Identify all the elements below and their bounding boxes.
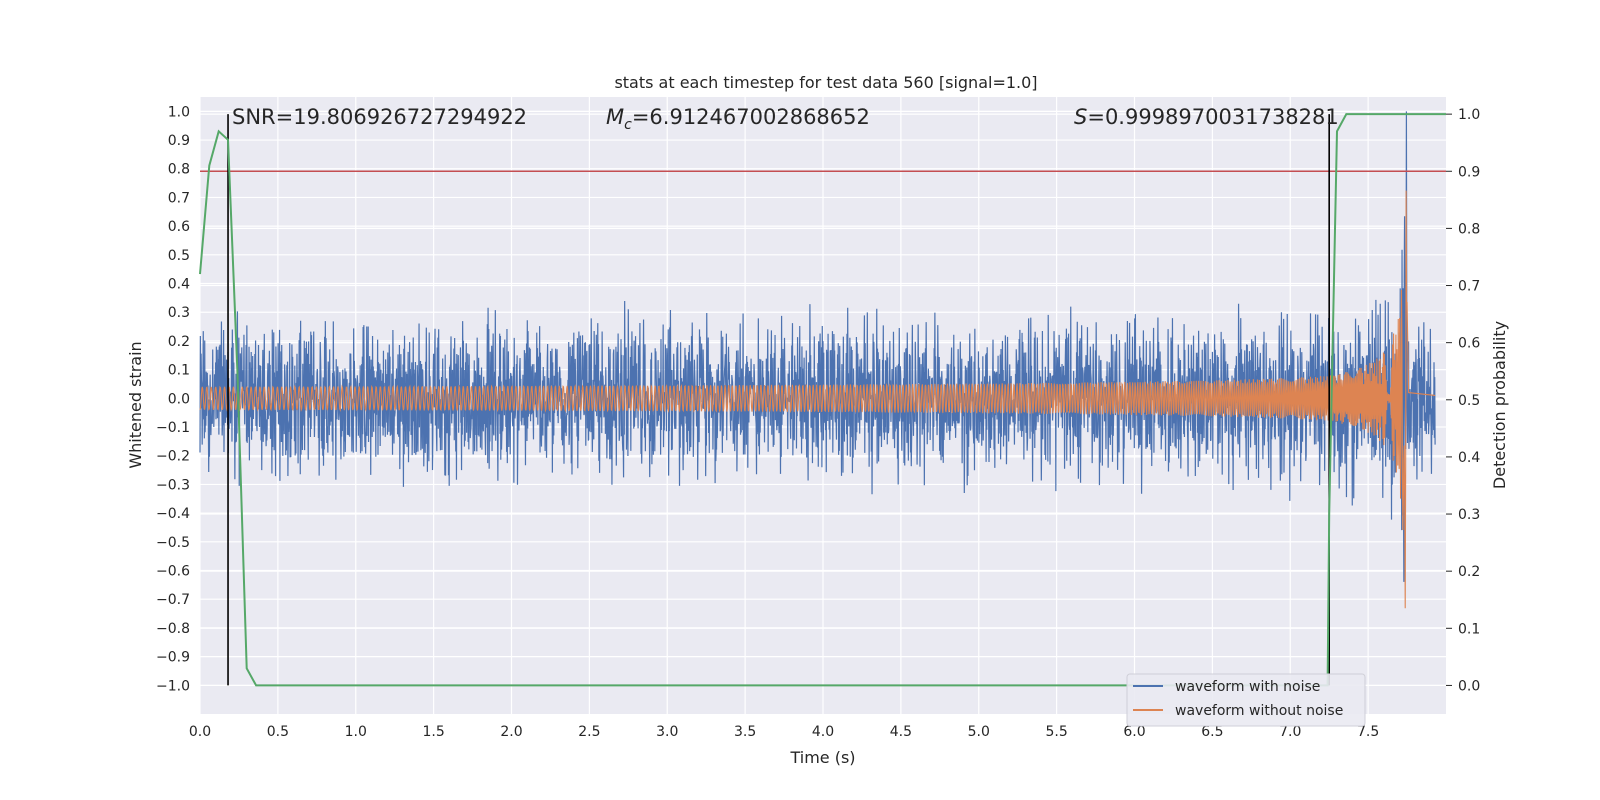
y2-tick-label: 0.8 — [1458, 221, 1480, 237]
x-tick-label: 2.0 — [500, 724, 522, 740]
y-tick-label: −1.0 — [156, 678, 190, 694]
series-detection-probability — [199, 113, 1446, 687]
y-tick-label: 1.0 — [168, 104, 190, 120]
y-tick-label: −0.4 — [156, 506, 190, 522]
y-tick-label: −0.1 — [156, 420, 190, 436]
chirp-mass-symbol: M — [606, 105, 624, 129]
x-axis-label: Time (s) — [789, 748, 855, 767]
y-tick-label: −0.6 — [156, 564, 190, 580]
y-axis-label-right: Detection probability — [1490, 321, 1509, 489]
y2-tick-label: 0.7 — [1458, 279, 1480, 295]
x-tick-label: 5.0 — [968, 724, 990, 740]
y-left-tick-labels: 1.0 0.9 0.8 0.7 0.6 0.5 0.4 0.3 0.2 0.1 0.0 −0.1 −0.… — [156, 104, 190, 694]
y-tick-label: −0.7 — [156, 592, 190, 608]
y-tick-label: 0.9 — [168, 133, 190, 149]
y-tick-label: 0.3 — [168, 305, 190, 321]
chirp-mass-value: =6.912467002868652 — [632, 105, 870, 129]
y-tick-label: −0.3 — [156, 477, 190, 493]
x-tick-label: 4.0 — [812, 724, 834, 740]
x-tick-label: 1.5 — [422, 724, 444, 740]
y-tick-label: 0.0 — [168, 391, 190, 407]
y2-tick-label: 0.9 — [1458, 164, 1480, 180]
x-tick-label: 0.5 — [267, 724, 289, 740]
score-symbol: S — [1074, 105, 1087, 129]
y2-tick-label: 0.4 — [1458, 450, 1480, 466]
y2-tick-label: 0.1 — [1458, 621, 1480, 637]
chirp-mass-subscript: c — [624, 117, 632, 133]
y-right-tick-labels: 1.0 0.9 0.8 0.7 0.6 0.5 0.4 0.3 0.2 0.1 0.0 — [1446, 107, 1480, 694]
chart-title: stats at each timestep for test data 560… — [614, 73, 1037, 92]
score-annotation: S=0.9998970031738281 — [1074, 105, 1339, 129]
legend-label-waveform-with-noise: waveform with noise — [1175, 679, 1320, 695]
y-tick-label: 0.6 — [168, 219, 190, 235]
y-tick-label: 0.1 — [168, 363, 190, 379]
y-tick-label: 0.8 — [168, 162, 190, 178]
y-axis-label-left: Whitened strain — [126, 341, 145, 468]
y2-tick-label: 1.0 — [1458, 107, 1480, 123]
snr-annotation: SNR=19.806926727294922 — [232, 105, 527, 129]
y2-tick-label: 0.5 — [1458, 393, 1480, 409]
series-waveform-without-noise — [199, 190, 1436, 609]
legend-box — [1126, 673, 1366, 727]
x-tick-label: 1.0 — [345, 724, 367, 740]
y-tick-label: −0.5 — [156, 535, 190, 551]
x-tick-label: 4.5 — [890, 724, 912, 740]
y2-tick-label: 0.0 — [1458, 678, 1480, 694]
x-tick-label: 7.0 — [1279, 724, 1301, 740]
score-value: =0.9998970031738281 — [1087, 105, 1338, 129]
x-tick-label: 5.5 — [1045, 724, 1067, 740]
x-tick-label: 6.0 — [1123, 724, 1145, 740]
y-tick-label: −0.8 — [156, 621, 190, 637]
x-tick-label: 6.5 — [1201, 724, 1223, 740]
y-tick-label: 0.7 — [168, 190, 190, 206]
waveform-without-noise-line — [199, 190, 1436, 609]
detection-probability-line — [199, 113, 1446, 687]
y2-tick-label: 0.3 — [1458, 507, 1480, 523]
x-tick-label: 3.0 — [656, 724, 678, 740]
x-tick-label: 3.5 — [734, 724, 756, 740]
y2-tick-label: 0.2 — [1458, 564, 1480, 580]
legend-label-waveform-without-noise: waveform without noise — [1175, 703, 1343, 719]
x-tick-label: 2.5 — [578, 724, 600, 740]
x-tick-label: 7.5 — [1357, 724, 1379, 740]
x-tick-labels: 0.0 0.5 1.0 1.5 2.0 2.5 3.0 3.5 4.0 4.5 5.0 5.5 6.0 6… — [189, 724, 1379, 740]
chirp-mass-annotation: Mc=6.912467002868652 — [606, 105, 870, 133]
y2-tick-label: 0.6 — [1458, 336, 1480, 352]
y-tick-label: 0.2 — [168, 334, 190, 350]
y-tick-label: 0.4 — [168, 277, 190, 293]
y-tick-label: −0.2 — [156, 449, 190, 465]
y-tick-label: 0.5 — [168, 248, 190, 264]
y-tick-label: −0.9 — [156, 650, 190, 666]
legend: waveform with noise waveform without noi… — [1126, 673, 1366, 727]
x-tick-label: 0.0 — [189, 724, 211, 740]
